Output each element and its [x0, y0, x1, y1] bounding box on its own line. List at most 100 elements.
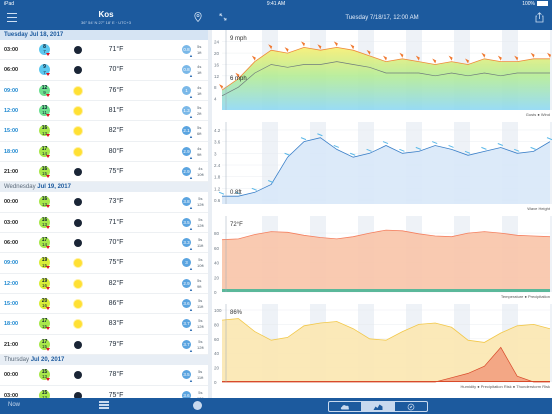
wind-speed: 13 [41, 105, 48, 112]
wind-gust: 7 [43, 69, 46, 75]
wind-speed: 9 [43, 64, 46, 71]
wind-speed: 17 [41, 338, 48, 345]
segment-compass[interactable] [395, 402, 427, 411]
wind-direction-icon [46, 307, 50, 311]
forecast-row[interactable]: 00:00 15 13 78°F 3.5 ▲ 5s 11ft [0, 365, 208, 386]
series-area [222, 318, 550, 382]
cloud-icon [340, 404, 350, 409]
gust-arrow-icon [415, 55, 420, 61]
row-time: 18:00 [4, 148, 19, 155]
row-time: 00:00 [4, 199, 19, 206]
night-band [550, 122, 552, 204]
segment-weather[interactable] [329, 402, 362, 411]
forecast-row[interactable]: 21:00 17 15 79°F 3.7 ▲ 5s 12ft [0, 335, 208, 356]
forecast-row[interactable]: 18:00 17 14 80°F 2.9 ▲ 4s 9ft [0, 142, 208, 163]
y-tick-label: 20 [214, 275, 220, 280]
now-button[interactable]: Now [8, 402, 21, 408]
chart-legend: Temperature ● Precipitation [501, 294, 550, 299]
row-temperature: 75°F [108, 391, 124, 399]
gust-arrow-icon [301, 41, 305, 47]
wave-direction-icon: ▲ [189, 205, 193, 211]
share-icon[interactable] [535, 12, 544, 23]
row-time: 18:00 [4, 321, 19, 328]
wave-arrow-icon [251, 187, 257, 191]
series-line [222, 137, 551, 197]
wind-direction-icon [46, 327, 50, 331]
forecast-row[interactable]: 03:00 8 7 71°F 0.8 ▲ 5s 1ft [0, 40, 208, 61]
wave-arrow-icon [514, 148, 520, 152]
forecast-row[interactable]: 09:00 19 15 75°F 3 ▲ 5s 10ft [0, 253, 208, 274]
chart-panel-0[interactable]: 4 8 12 16 20 24 9 mph 6 mph Gusts ● Wind [214, 30, 552, 117]
wind-gust: 7 [43, 49, 46, 55]
wave-height-badge: 2.9 [182, 146, 191, 156]
wind-speed-badge: 16 13 [39, 216, 50, 228]
chart-panel-3[interactable]: 0 20 40 60 80 100 86% Humidity ● Precipitation … [214, 304, 552, 389]
gust-arrow-icon [366, 49, 371, 55]
wind-speed-badge: 17 14 [39, 237, 50, 249]
risk-baseline [222, 381, 550, 382]
wind-direction-icon [46, 154, 50, 158]
wave-arrow-icon [464, 150, 471, 154]
forecast-charts[interactable]: 4 8 12 16 20 24 9 mph 6 mph Gusts ● Wind 0.6 1.2 1.… [212, 30, 552, 398]
map-pin-icon[interactable] [194, 12, 202, 22]
night-band [550, 304, 552, 382]
day-header: Wednesday Jul 19, 2017 [0, 182, 208, 193]
gust-arrow-icon [465, 58, 469, 64]
forecast-row[interactable]: 18:00 17 15 83°F 3.7 ▲ 5s 12ft [0, 314, 208, 335]
wave-height-badge: 3.7 [182, 319, 191, 329]
current-value-label: 72°F [230, 222, 243, 228]
row-temperature: 82°F [108, 127, 124, 135]
wave-height-badge: 3 [182, 258, 191, 268]
wind-speed-badge: 17 14 [39, 145, 50, 157]
row-time: 12:00 [4, 280, 19, 287]
forecast-row[interactable]: 00:00 16 13 73°F 3.8 ▲ 5s 12ft [0, 192, 208, 213]
forecast-row[interactable]: 12:00 13 11 81°F 1.3 ▲ 5s 2ft [0, 101, 208, 122]
forecast-row[interactable]: 21:00 16 15 75°F 2.9 ▲ 4s 10ft [0, 162, 208, 183]
forecast-row[interactable]: 03:00 16 13 71°F 3.5 ▲ 5s 12ft [0, 213, 208, 234]
wave-period: 5s 12ft [197, 389, 204, 399]
menu-icon[interactable] [7, 13, 17, 22]
chart-panel-2[interactable]: 0 20 40 60 80 72°F Temperature ● Precipitation [214, 216, 552, 299]
wind-direction-icon [46, 225, 50, 229]
gust-arrow-icon [219, 84, 223, 90]
day-weekday: Thursday [4, 357, 30, 364]
wave-period: 4s 9ft [197, 145, 202, 157]
moon-icon [74, 198, 82, 207]
series-area [222, 347, 550, 382]
wave-height-badge: 3.5 [182, 217, 191, 227]
chart-legend: Humidity ● Precipitation Risk ● Thunders… [461, 384, 550, 389]
moon-icon [74, 168, 82, 177]
chart-panel-1[interactable]: 0.6 1.2 1.8 2.4 3 3.6 4.2 0.8ft Wave Height [214, 122, 552, 211]
list-view-icon[interactable] [99, 401, 109, 409]
wave-direction-icon: ▲ [189, 347, 193, 353]
wave-direction-icon: ▲ [189, 327, 193, 333]
forecast-row[interactable]: 09:00 12 9 76°F 1 ▲ 4s 1ft [0, 81, 208, 102]
segment-charts[interactable] [362, 402, 395, 411]
gust-arrow-icon [399, 52, 404, 58]
expand-icon[interactable] [219, 13, 227, 21]
wind-gust: 11 [42, 110, 47, 116]
forecast-row[interactable]: 15:00 16 13 82°F 2.1 ▲ 5s 6ft [0, 121, 208, 142]
view-segment-control[interactable] [328, 401, 428, 412]
wave-period: 5s 11ft [197, 237, 204, 249]
forecast-row[interactable]: 06:00 9 7 70°F 0.8 ▲ 4s 1ft [0, 60, 208, 81]
current-value-label: 86% [230, 310, 243, 316]
forecast-list[interactable]: Tuesday Jul 18, 2017 03:00 8 7 71°F 0.8 ▲ 5s 1ft… [0, 30, 208, 398]
chart-legend: Gusts ● Wind [526, 112, 550, 117]
wave-arrow-icon [268, 180, 274, 183]
wind-speed: 8 [43, 44, 46, 50]
wave-period: 5s 10ft [197, 257, 204, 269]
forecast-row[interactable]: 12:00 19 16 82°F 2.9 ▲ 5s 9ft [0, 274, 208, 295]
day-weekday: Tuesday [4, 32, 28, 38]
wind-speed-badge: 16 15 [39, 166, 50, 178]
row-time: 21:00 [4, 341, 19, 348]
gust-arrow-icon [284, 47, 289, 53]
row-temperature: 78°F [108, 371, 124, 379]
forecast-row[interactable]: 15:00 20 16 86°F 3.6 ▲ 5s 11ft [0, 294, 208, 315]
globe-icon[interactable] [193, 401, 202, 410]
wind-speed-badge: 13 11 [39, 105, 50, 117]
forecast-row[interactable]: 06:00 17 14 70°F 3.3 ▲ 5s 11ft [0, 233, 208, 254]
wind-direction-icon [46, 53, 50, 56]
sun-icon [74, 147, 82, 156]
